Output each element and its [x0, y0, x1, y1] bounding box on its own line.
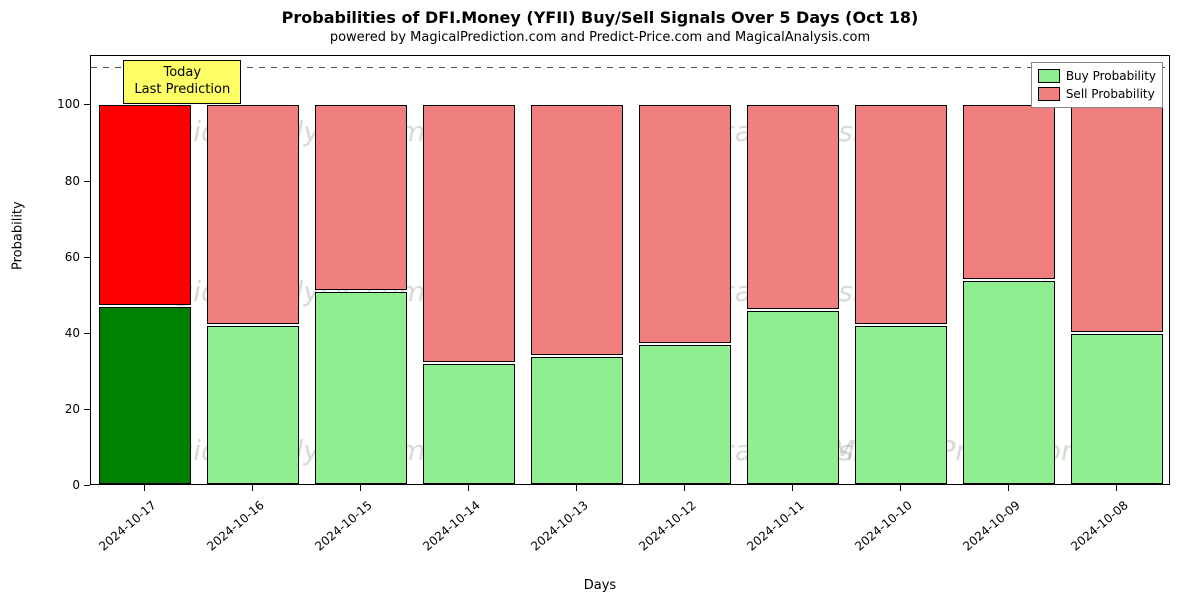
x-tick: [792, 485, 793, 491]
buy-bar: [855, 326, 948, 484]
y-axis-title: Probability: [11, 201, 26, 270]
buy-bar: [639, 345, 732, 484]
x-tick-label: 2024-10-11: [745, 498, 807, 554]
buy-bar: [963, 281, 1056, 485]
bar-slot: [855, 56, 948, 484]
sell-bar: [855, 105, 948, 324]
chart-subtitle: powered by MagicalPrediction.com and Pre…: [0, 30, 1200, 45]
chart-container: Probabilities of DFI.Money (YFII) Buy/Se…: [0, 0, 1200, 600]
today-annotation: Today Last Prediction: [123, 60, 241, 104]
legend-item: Buy Probability: [1038, 67, 1156, 85]
sell-bar: [315, 105, 408, 289]
x-tick: [144, 485, 145, 491]
bar-slot: [423, 56, 516, 484]
plot-area: MagicalAnalysis.comMagicalAnalysis.comMa…: [90, 55, 1170, 485]
bar-slot: [639, 56, 732, 484]
sell-bar: [531, 105, 624, 354]
x-tick: [468, 485, 469, 491]
buy-bar: [207, 326, 300, 484]
y-tick: [84, 257, 90, 258]
bar-slot: [531, 56, 624, 484]
x-axis-title: Days: [0, 578, 1200, 593]
x-tick-label: 2024-10-08: [1069, 498, 1131, 554]
x-tick-label: 2024-10-14: [421, 498, 483, 554]
y-tick: [84, 333, 90, 334]
legend-swatch: [1038, 69, 1060, 83]
x-tick: [1116, 485, 1117, 491]
x-tick: [684, 485, 685, 491]
bar-slot: [99, 56, 192, 484]
sell-bar: [423, 105, 516, 362]
bar-slot: [207, 56, 300, 484]
bar-slot: [1071, 56, 1164, 484]
y-tick-label: 60: [65, 250, 80, 264]
x-tick-label: 2024-10-17: [97, 498, 159, 554]
legend-label: Sell Probability: [1066, 85, 1155, 103]
sell-bar: [207, 105, 300, 324]
x-tick: [1008, 485, 1009, 491]
x-tick: [252, 485, 253, 491]
y-tick-label: 20: [65, 402, 80, 416]
sell-bar: [639, 105, 732, 343]
buy-bar: [1071, 334, 1164, 484]
legend-label: Buy Probability: [1066, 67, 1156, 85]
bar-slot: [963, 56, 1056, 484]
chart-title: Probabilities of DFI.Money (YFII) Buy/Se…: [0, 8, 1200, 27]
bar-slot: [747, 56, 840, 484]
buy-bar: [423, 364, 516, 484]
sell-bar: [747, 105, 840, 309]
y-tick: [84, 104, 90, 105]
sell-bar: [1071, 105, 1164, 331]
sell-bar: [963, 105, 1056, 278]
y-tick-label: 0: [72, 478, 80, 492]
x-tick: [576, 485, 577, 491]
legend-swatch: [1038, 87, 1060, 101]
x-tick-label: 2024-10-16: [205, 498, 267, 554]
y-tick-label: 100: [57, 97, 80, 111]
x-tick-label: 2024-10-10: [853, 498, 915, 554]
y-tick-label: 40: [65, 326, 80, 340]
buy-bar: [747, 311, 840, 484]
x-tick: [900, 485, 901, 491]
x-tick-label: 2024-10-12: [637, 498, 699, 554]
y-tick: [84, 485, 90, 486]
y-tick-label: 80: [65, 174, 80, 188]
y-tick: [84, 181, 90, 182]
buy-bar: [315, 292, 408, 484]
x-tick-label: 2024-10-09: [961, 498, 1023, 554]
bar-slot: [315, 56, 408, 484]
x-tick-label: 2024-10-15: [313, 498, 375, 554]
sell-bar: [99, 105, 192, 305]
x-tick: [360, 485, 361, 491]
legend: Buy ProbabilitySell Probability: [1031, 62, 1163, 108]
buy-bar: [531, 357, 624, 484]
legend-item: Sell Probability: [1038, 85, 1156, 103]
buy-bar: [99, 307, 192, 484]
y-tick: [84, 409, 90, 410]
x-tick-label: 2024-10-13: [529, 498, 591, 554]
